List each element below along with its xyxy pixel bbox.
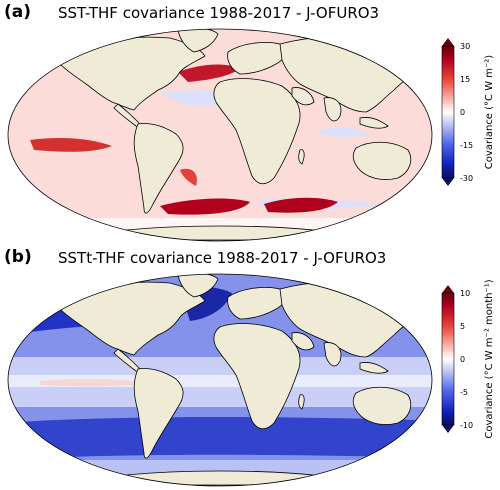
- map-border: [7, 273, 433, 487]
- panel-a-title: SST-THF covariance 1988-2017 - J-OFURO3: [58, 4, 380, 22]
- agulhas: [264, 197, 338, 213]
- panel-b-label: (b): [4, 247, 32, 267]
- panel-b-title: SSTt-THF covariance 1988-2017 - J-OFURO3: [58, 249, 387, 267]
- cb-tick: 15: [460, 75, 470, 84]
- cb-tick: -10: [460, 421, 473, 430]
- southern-ocean-strong: [8, 417, 432, 460]
- neg-patch: [320, 127, 370, 137]
- cb-tick: -15: [460, 141, 473, 150]
- panel-a-label: (a): [4, 2, 32, 22]
- cb-tick: 0: [460, 355, 465, 364]
- cb-tick: -5: [460, 388, 468, 397]
- colorbar-b: 10 5 0 -5 -10 Covariance (°C W m⁻² month…: [441, 279, 495, 439]
- gulf-stream: [178, 64, 240, 82]
- panel-a: (a) SST-THF covariance 1988-2017 - J-OFU…: [4, 2, 495, 242]
- cb-tick: 30: [460, 42, 470, 51]
- east-pacific: [30, 138, 112, 152]
- map-a: 30 15 0 -15 -30 Covariance (°C W m⁻²): [7, 28, 495, 242]
- panel-b: (b) SSTt-THF covariance 1988-2017 - J-OF…: [0, 245, 500, 490]
- equatorial-pos: [40, 378, 150, 387]
- map-border: [7, 28, 433, 242]
- malvinas: [160, 198, 250, 215]
- colorbar-a: 30 15 0 -15 -30 Covariance (°C W m⁻²): [441, 38, 495, 186]
- cb-label: Covariance (°C W m⁻²): [484, 55, 495, 169]
- cb-tick: 10: [460, 289, 470, 298]
- cb-label: Covariance (°C W m⁻² month⁻¹): [484, 279, 495, 438]
- brazil-current: [180, 168, 197, 186]
- cb-tick: 5: [460, 322, 465, 331]
- cb-tick: 0: [460, 108, 465, 117]
- map-b: 10 5 0 -5 -10 Covariance (°C W m⁻² month…: [7, 273, 495, 487]
- cb-tick: -30: [460, 174, 473, 183]
